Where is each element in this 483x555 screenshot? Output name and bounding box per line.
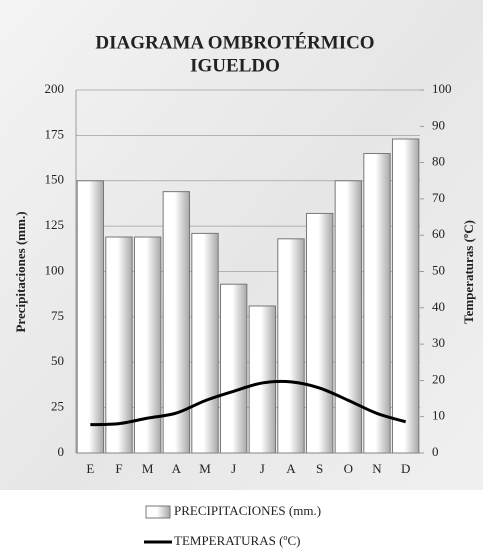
y2-tick-label: 40 bbox=[432, 299, 445, 314]
x-tick-label: S bbox=[316, 461, 323, 476]
y-tick-label: 200 bbox=[45, 81, 65, 96]
y2-axis-label: Temperaturas (ºC) bbox=[461, 220, 476, 324]
y2-tick-label: 90 bbox=[432, 117, 445, 132]
x-tick-label: A bbox=[286, 461, 296, 476]
bar bbox=[248, 305, 277, 454]
x-tick-label: N bbox=[372, 461, 382, 476]
x-tick-label: D bbox=[401, 461, 410, 476]
legend-background bbox=[0, 490, 483, 555]
y2-tick-label: 50 bbox=[432, 262, 445, 277]
chart-subtitle: IGUELDO bbox=[190, 55, 280, 76]
x-tick-label: A bbox=[172, 461, 182, 476]
temperature-line bbox=[90, 379, 407, 427]
y-tick-label: 50 bbox=[51, 353, 64, 368]
legend-swatch bbox=[145, 505, 171, 519]
y2-tick-label: 80 bbox=[432, 154, 445, 169]
y-tick-label: 100 bbox=[45, 262, 65, 277]
x-tick-label: M bbox=[199, 461, 211, 476]
y2-tick-label: 10 bbox=[432, 408, 445, 423]
y2-tick-label: 100 bbox=[432, 81, 452, 96]
bar bbox=[191, 232, 219, 454]
chart-title: DIAGRAMA OMBROTÉRMICO bbox=[95, 31, 374, 53]
bar bbox=[391, 138, 420, 454]
y-tick-label: 75 bbox=[51, 308, 64, 323]
bar bbox=[277, 238, 305, 454]
x-tick-label: O bbox=[344, 461, 353, 476]
y-tick-label: 25 bbox=[51, 399, 64, 414]
y2-tick-label: 60 bbox=[432, 226, 445, 241]
y-tick-label: 150 bbox=[45, 172, 65, 187]
y2-tick-label: 70 bbox=[432, 190, 445, 205]
bar bbox=[334, 180, 363, 454]
bar bbox=[219, 283, 248, 454]
y-axis-label: Precipitaciones (mm.) bbox=[13, 211, 28, 332]
y2-tick-label: 30 bbox=[432, 335, 445, 350]
bar bbox=[363, 153, 391, 454]
legend-label: TEMPERATURAS (ºC) bbox=[174, 533, 300, 548]
y-tick-label: 125 bbox=[45, 217, 65, 232]
y2-tick-label: 0 bbox=[432, 444, 439, 459]
bar bbox=[305, 212, 334, 454]
y-tick-label: 0 bbox=[58, 444, 65, 459]
x-tick-label: F bbox=[115, 461, 122, 476]
y-tick-label: 175 bbox=[45, 126, 65, 141]
bar bbox=[76, 180, 105, 454]
legend-label: PRECIPITACIONES (mm.) bbox=[174, 503, 321, 518]
x-tick-label: J bbox=[260, 461, 265, 476]
x-tick-label: M bbox=[142, 461, 154, 476]
x-tick-label: E bbox=[86, 461, 94, 476]
x-tick-label: J bbox=[231, 461, 236, 476]
y2-tick-label: 20 bbox=[432, 371, 445, 386]
